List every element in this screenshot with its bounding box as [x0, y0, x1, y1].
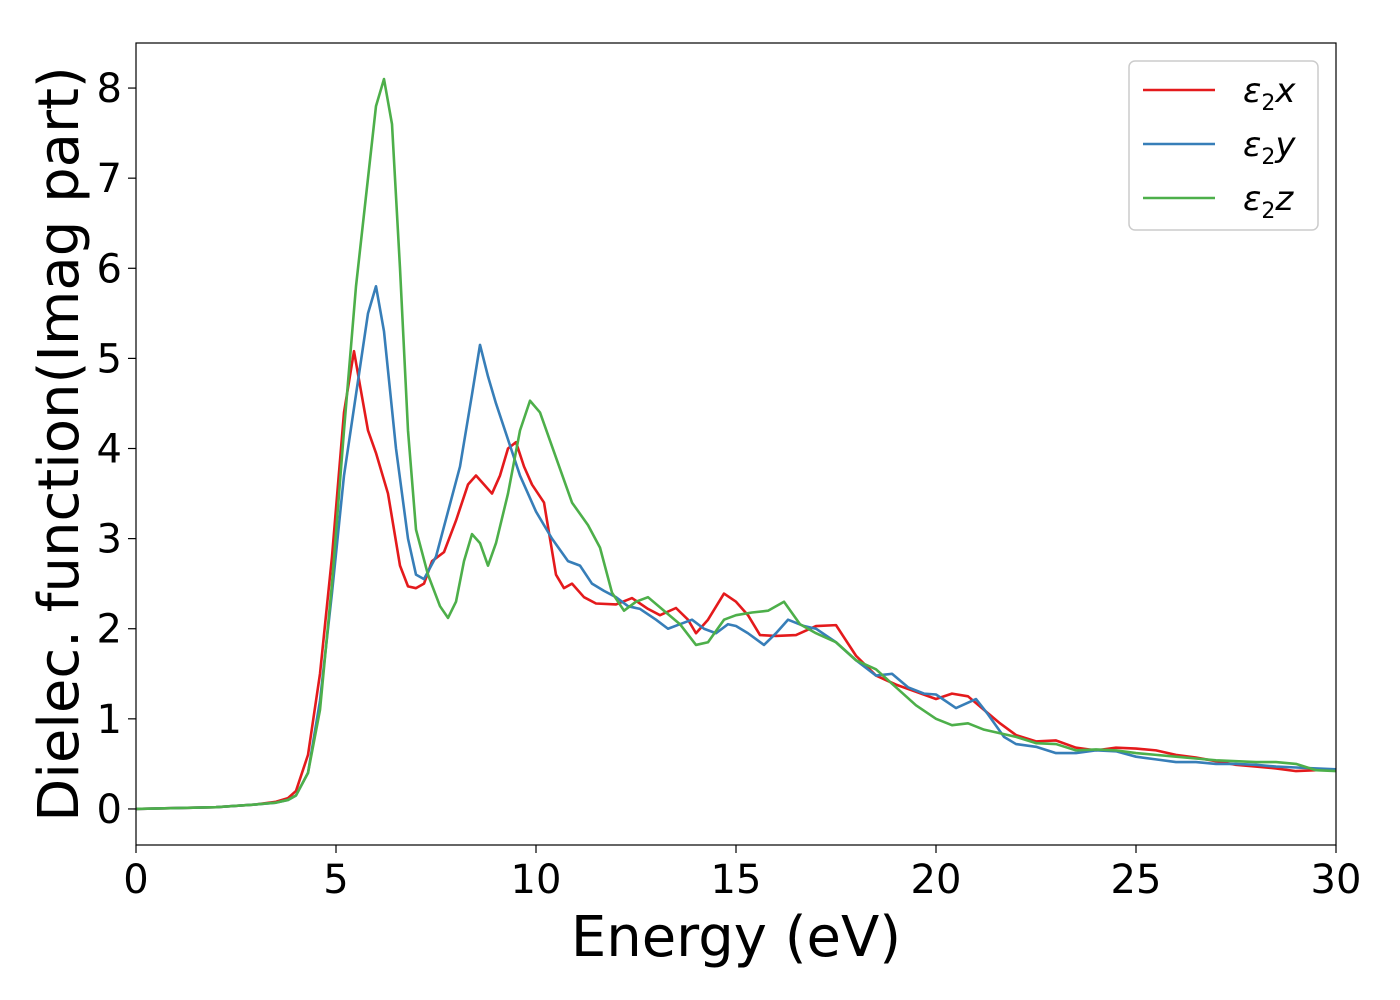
x-tick-label: 30 — [1311, 857, 1362, 903]
x-tick-label: 5 — [323, 857, 348, 903]
y-tick-label: 5 — [97, 336, 122, 382]
y-axis-label: Dielec. function(Imag part) — [27, 66, 92, 822]
legend-label-y: ε2y — [1243, 125, 1296, 170]
y-tick-label: 7 — [97, 156, 122, 202]
y-tick-label: 2 — [97, 607, 122, 653]
y-tick-label: 6 — [97, 246, 122, 292]
x-axis-label: Energy (eV) — [571, 905, 901, 970]
x-tick-label: 0 — [123, 857, 148, 903]
legend-label-z: ε2z — [1243, 179, 1294, 224]
y-tick-label: 1 — [97, 697, 122, 743]
x-tick-label: 20 — [911, 857, 962, 903]
x-tick-label: 25 — [1111, 857, 1162, 903]
legend: ε2x ε2y ε2z — [1128, 60, 1319, 231]
legend-label-x: ε2x — [1243, 71, 1296, 116]
y-tick-label: 0 — [97, 787, 122, 833]
y-tick-label: 3 — [97, 517, 122, 563]
x-tick-label: 15 — [711, 857, 762, 903]
y-tick-label: 8 — [97, 66, 122, 112]
x-tick-label: 10 — [511, 857, 562, 903]
x-axis: 0 5 10 15 20 25 30 — [123, 845, 1361, 903]
legend-box — [1128, 60, 1319, 231]
series-line-z — [136, 77, 1336, 811]
y-tick-label: 4 — [97, 427, 122, 473]
series-line-x — [136, 349, 1336, 811]
y-axis: 0 1 2 3 4 5 6 7 8 — [97, 66, 136, 833]
series-layer — [136, 77, 1336, 811]
